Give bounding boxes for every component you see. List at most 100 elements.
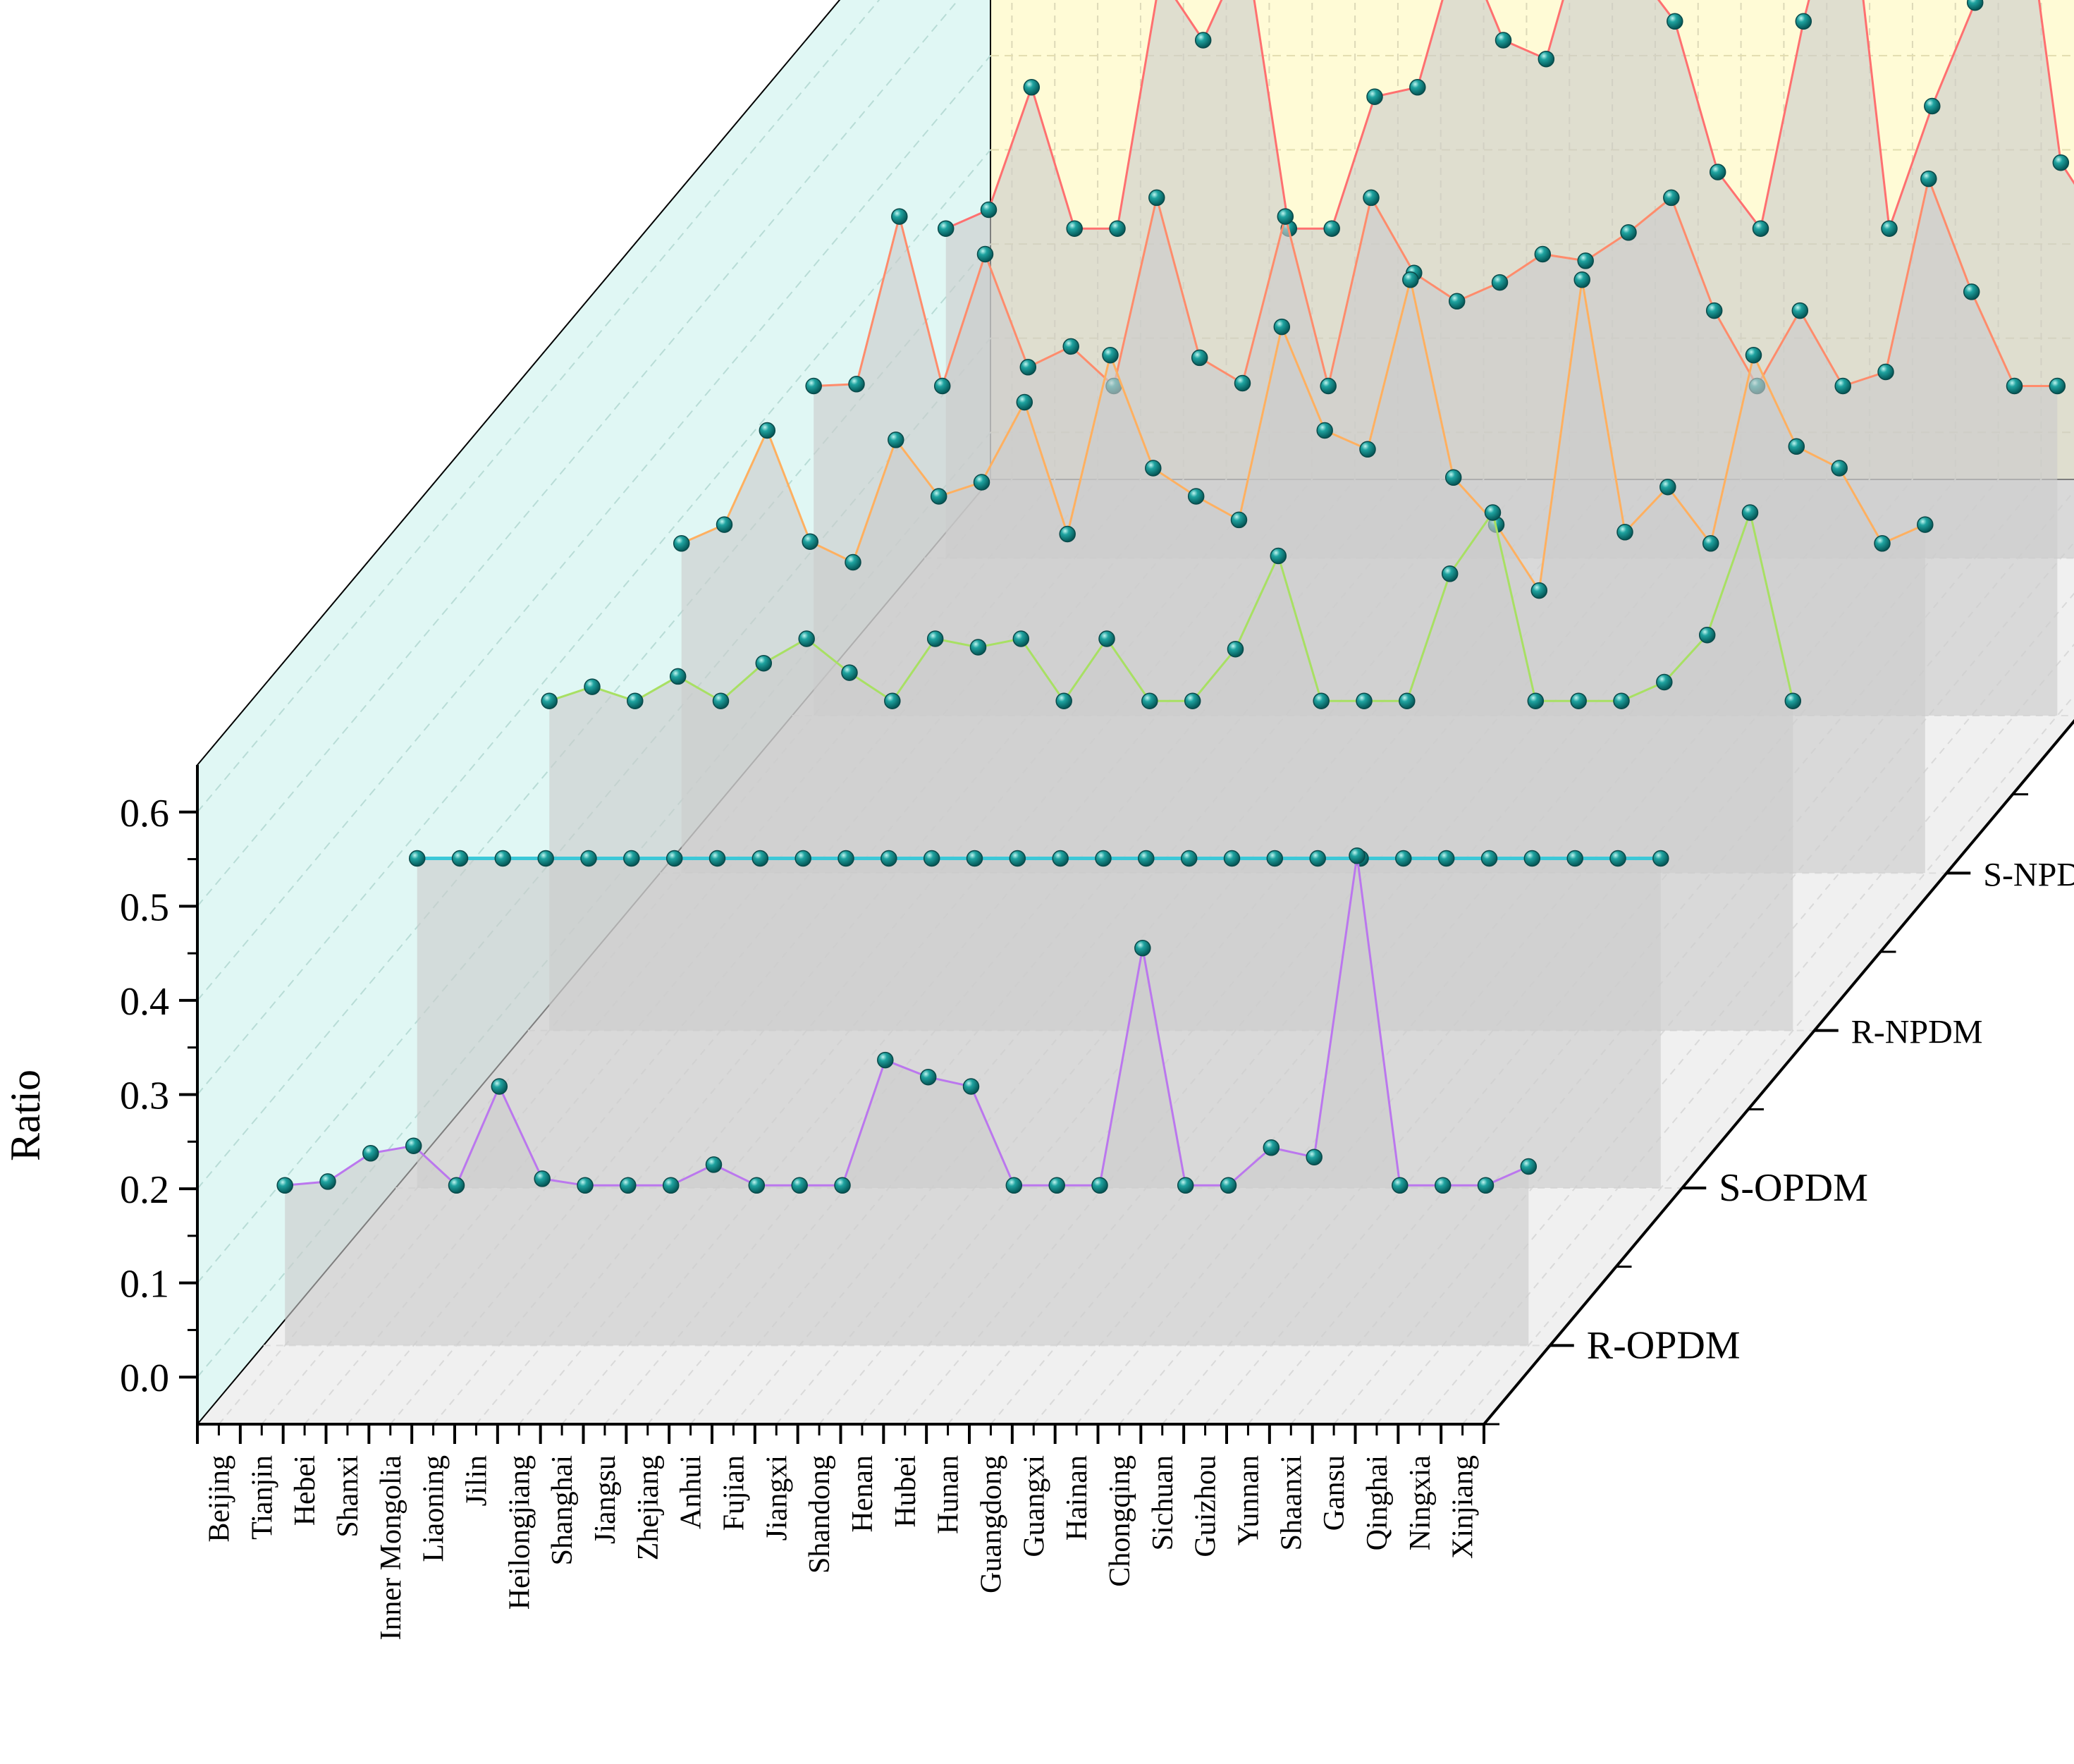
point-s-nepdm-jilin bbox=[1194, 32, 1212, 49]
point-s-opdm-hunan bbox=[1138, 850, 1155, 867]
point-r-npdm-beijing bbox=[541, 692, 558, 709]
x-tick-label-jilin: Jilin bbox=[460, 1455, 493, 1506]
point-s-npdm-hubei bbox=[1359, 441, 1376, 458]
point-s-npdm-anhui bbox=[1145, 460, 1162, 477]
x-tick-label-beijing: Beijing bbox=[203, 1455, 235, 1543]
point-r-opdm-jiangxi bbox=[834, 1177, 851, 1194]
point-s-nepdm-guangxi bbox=[1752, 220, 1769, 237]
point-s-npdm-jilin bbox=[930, 488, 947, 505]
point-s-npdm-shandong bbox=[1273, 318, 1291, 336]
point-s-nepdm-hunan bbox=[1667, 13, 1683, 30]
point-r-npdm-jiangxi bbox=[1098, 630, 1115, 647]
point-s-opdm-hebei bbox=[494, 850, 512, 867]
point-r-nepdm-anhui bbox=[1277, 208, 1294, 225]
point-s-opdm-chongqing bbox=[1309, 850, 1326, 867]
x-tick-label-shanghai: Shanghai bbox=[546, 1455, 579, 1565]
point-s-nepdm-gansu bbox=[2052, 154, 2070, 171]
x-tick-label-inner-mongolia: Inner Mongolia bbox=[375, 1455, 407, 1641]
point-r-npdm-anhui bbox=[1012, 630, 1030, 647]
point-r-npdm-gansu bbox=[1656, 673, 1673, 691]
point-s-opdm-shandong bbox=[1009, 850, 1026, 867]
point-s-opdm-ningxia bbox=[1609, 850, 1626, 867]
series-layer bbox=[276, 0, 2074, 1346]
x-tick-label-qinghai: Qinghai bbox=[1361, 1455, 1394, 1550]
point-s-npdm-guizhou bbox=[1659, 478, 1676, 496]
point-s-nepdm-anhui bbox=[1409, 79, 1426, 96]
point-r-npdm-tianjin bbox=[584, 678, 601, 695]
point-s-opdm-beijing bbox=[408, 850, 426, 867]
point-s-opdm-tianjin bbox=[451, 850, 469, 867]
point-s-opdm-xinjiang bbox=[1652, 850, 1669, 867]
point-r-opdm-shanghai bbox=[620, 1177, 637, 1194]
y-tick-label: 0.6 bbox=[120, 792, 169, 835]
point-s-npdm-fujian bbox=[1187, 488, 1205, 505]
point-s-nepdm-inner-mongolia bbox=[1109, 220, 1126, 237]
series-label-s-opdm: S-OPDM bbox=[1719, 1166, 1868, 1210]
point-s-nepdm-jiangsu bbox=[1323, 220, 1340, 237]
point-r-opdm-sichuan bbox=[1220, 1177, 1237, 1194]
x-tick-label-zhejiang: Zhejiang bbox=[632, 1455, 665, 1560]
point-r-opdm-fujian bbox=[791, 1177, 808, 1194]
point-s-npdm-qinghai bbox=[1831, 460, 1848, 477]
x-tick-label-jiangsu: Jiangsu bbox=[589, 1455, 622, 1544]
chart-axes: 0.0 0.1 0.2 0.3 0.4 0.5 0.6 Beijing Tianjin Hebei… bbox=[120, 765, 2074, 1641]
x-tick-label-guangdong: Guangdong bbox=[975, 1455, 1007, 1593]
point-s-opdm-zhejiang bbox=[837, 850, 854, 867]
point-r-opdm-yunnan bbox=[1306, 1149, 1323, 1165]
point-s-npdm-shanxi bbox=[802, 533, 818, 550]
point-s-nepdm-beijing bbox=[937, 220, 955, 237]
point-r-nepdm-hainan bbox=[1663, 189, 1680, 207]
point-s-opdm-gansu bbox=[1523, 850, 1541, 867]
series-s-opdm bbox=[408, 850, 1669, 1188]
point-s-npdm-shanghai bbox=[1016, 393, 1033, 411]
point-r-opdm-qinghai bbox=[1434, 1177, 1452, 1194]
point-s-opdm-jiangsu bbox=[794, 850, 811, 867]
point-s-npdm-inner-mongolia bbox=[845, 553, 861, 571]
point-r-npdm-fujian bbox=[1055, 692, 1072, 709]
point-s-nepdm-guizhou bbox=[1924, 97, 1941, 115]
point-r-npdm-shanxi bbox=[669, 668, 687, 685]
series-label-r-opdm: R-OPDM bbox=[1587, 1323, 1741, 1367]
x-tick-label-shaanxi: Shaanxi bbox=[1275, 1455, 1308, 1550]
point-s-nepdm-guangdong bbox=[1709, 164, 1726, 180]
point-r-npdm-hunan bbox=[1270, 547, 1287, 565]
point-s-nepdm-hainan bbox=[1795, 13, 1812, 30]
point-s-npdm-xinjiang bbox=[1917, 516, 1934, 533]
x-tick-label-liaoning: Liaoning bbox=[418, 1455, 450, 1562]
point-r-npdm-shaanxi bbox=[1613, 692, 1630, 709]
point-s-npdm-ningxia bbox=[1874, 535, 1891, 552]
point-s-nepdm-tianjin bbox=[980, 201, 998, 219]
point-s-opdm-fujian bbox=[923, 850, 940, 867]
point-r-npdm-zhejiang bbox=[969, 639, 987, 656]
point-s-nepdm-shanxi bbox=[1066, 220, 1083, 237]
x-tick-label-sichuan: Sichuan bbox=[1147, 1455, 1179, 1550]
x-tick-label-shandong: Shandong bbox=[804, 1455, 836, 1574]
point-r-nepdm-tianjin bbox=[848, 376, 865, 393]
x-tick-label-hebei: Hebei bbox=[289, 1455, 321, 1526]
series-line-s-npdm bbox=[681, 279, 1926, 594]
point-s-opdm-shaanxi bbox=[1480, 850, 1498, 867]
series-label-s-npdm: S-NPDM bbox=[1983, 856, 2074, 893]
point-r-nepdm-henan bbox=[1448, 293, 1466, 310]
point-s-nepdm-sichuan bbox=[1881, 220, 1898, 237]
series-area-r-opdm bbox=[285, 855, 1529, 1346]
point-r-opdm-shaanxi bbox=[1349, 847, 1366, 864]
point-s-opdm-hubei bbox=[1095, 850, 1112, 867]
point-s-opdm-inner-mongolia bbox=[580, 850, 597, 867]
point-r-npdm-jiangsu bbox=[926, 630, 944, 647]
point-r-nepdm-qinghai bbox=[1963, 283, 1980, 300]
point-s-opdm-guizhou bbox=[1395, 850, 1412, 867]
point-r-opdm-shandong bbox=[877, 1051, 894, 1069]
point-r-nepdm-shaanxi bbox=[1877, 363, 1894, 381]
point-r-nepdm-guizhou bbox=[1791, 302, 1809, 319]
y-tick-label: 0.5 bbox=[120, 886, 169, 929]
point-r-nepdm-fujian bbox=[1320, 377, 1337, 395]
point-r-npdm-shanghai bbox=[884, 692, 901, 709]
point-s-opdm-anhui bbox=[880, 850, 897, 867]
series-line-r-opdm bbox=[285, 855, 1529, 1187]
point-r-npdm-shandong bbox=[1141, 692, 1158, 709]
x-tick-label-fujian: Fujian bbox=[718, 1455, 750, 1531]
point-r-npdm-jilin bbox=[798, 630, 815, 647]
point-r-nepdm-gansu bbox=[1920, 170, 1937, 188]
point-s-nepdm-hebei bbox=[1023, 79, 1041, 96]
